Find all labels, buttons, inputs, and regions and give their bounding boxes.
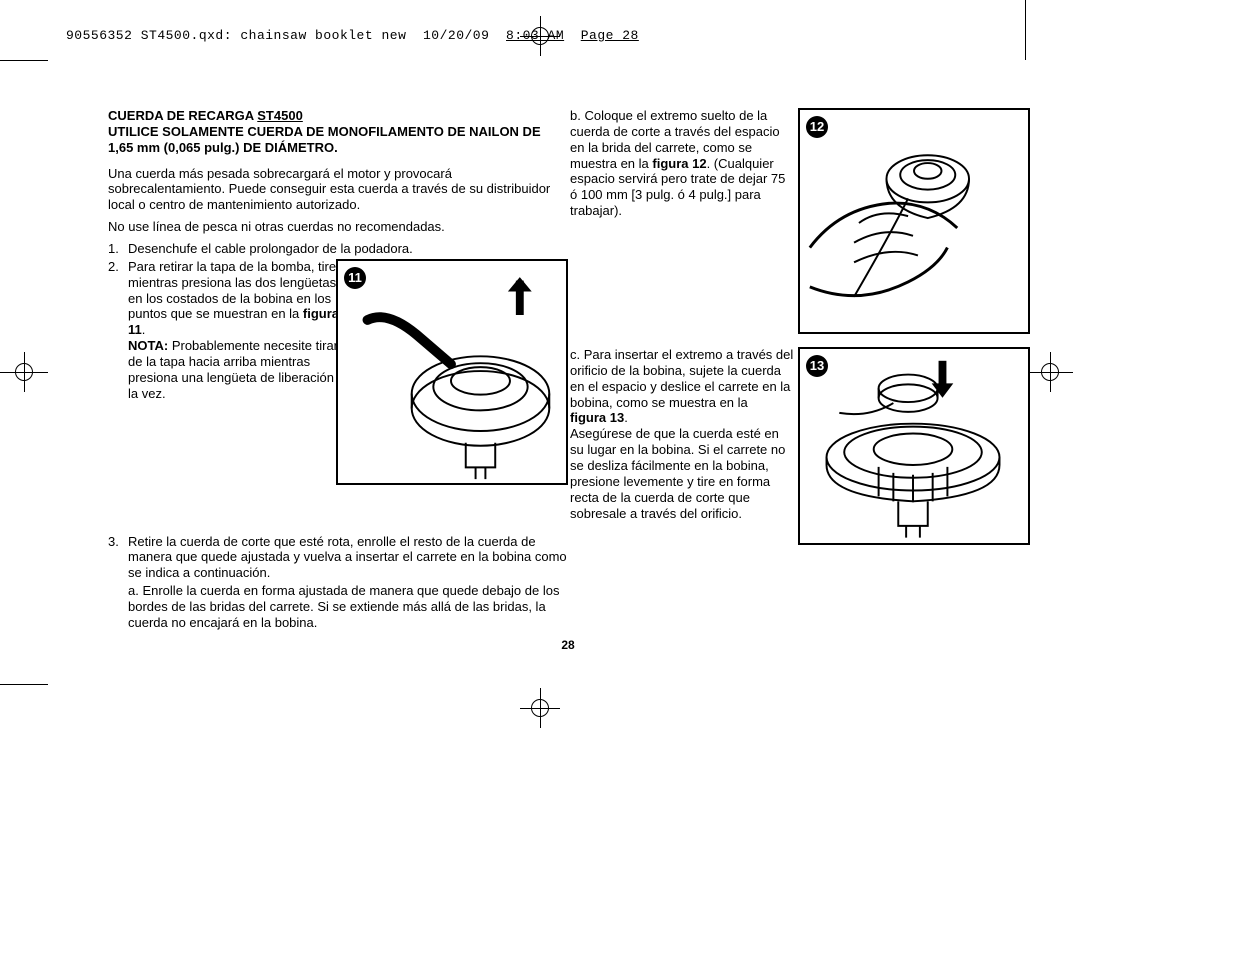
crop-mark — [0, 684, 48, 685]
list-body: Desenchufe el cable prolongador de la po… — [128, 241, 568, 257]
figure-ref: figura 12 — [652, 156, 706, 171]
step2-text: Para retirar la tapa de la bomba, tire m… — [128, 259, 348, 402]
figure-12-illustration — [800, 110, 1028, 332]
block-c: c. Para insertar el extremo a través del… — [570, 347, 1030, 521]
list-number: 2. — [108, 259, 128, 402]
page-number: 28 — [561, 638, 574, 653]
heading-line2: UTILICE SOLAMENTE CUERDA DE MONOFILAMENT… — [108, 124, 541, 155]
list-item: 2. Para retirar la tapa de la bomba, tir… — [108, 259, 568, 402]
figure-label: 13 — [806, 355, 828, 377]
step3a-text: a. Enrolle la cuerda en forma ajustada d… — [128, 583, 568, 631]
c-text-a: c. Para insertar el extremo a través del… — [570, 347, 793, 410]
crop-mark — [0, 60, 48, 61]
registration-mark-icon — [520, 688, 560, 728]
figure-11-illustration — [338, 261, 566, 483]
registration-mark-icon — [520, 16, 560, 56]
list-number: 3. — [108, 534, 128, 631]
c-text-b: . — [624, 410, 628, 425]
warning-para: No use línea de pesca ni otras cuerdas n… — [108, 219, 568, 235]
step3-text: Retire la cuerda de corte que esté rota,… — [128, 534, 567, 581]
left-column: CUERDA DE RECARGA ST4500 UTILICE SOLAMEN… — [108, 108, 568, 631]
figure-13-illustration — [800, 349, 1028, 544]
figure-12: 12 — [798, 108, 1030, 334]
section-heading: CUERDA DE RECARGA ST4500 UTILICE SOLAMEN… — [108, 108, 568, 156]
file-desc: chainsaw booklet new — [240, 28, 406, 43]
list-body: Para retirar la tapa de la bomba, tire m… — [128, 259, 568, 402]
list-number: 1. — [108, 241, 128, 257]
crop-mark — [1025, 0, 1026, 60]
file-page: Page 28 — [581, 28, 639, 43]
block-b: b. Coloque el extremo suelto de la cuerd… — [570, 108, 1030, 219]
list-body: Retire la cuerda de corte que esté rota,… — [128, 534, 568, 631]
figure-13: 13 — [798, 347, 1030, 545]
numbered-list: 1. Desenchufe el cable prolongador de la… — [108, 241, 568, 631]
heading-model: ST4500 — [257, 108, 303, 123]
c-text-c: Asegúrese de que la cuerda esté en su lu… — [570, 426, 785, 520]
nota-label: NOTA: — [128, 338, 168, 353]
figure-11: 11 — [336, 259, 568, 485]
list-item: 1. Desenchufe el cable prolongador de la… — [108, 241, 568, 257]
step2-part-b: . — [142, 322, 146, 337]
intro-para: Una cuerda más pesada sobrecargará el mo… — [108, 166, 568, 214]
figure-ref: figura 13 — [570, 410, 624, 425]
registration-mark-icon — [1030, 352, 1070, 392]
figure-label: 12 — [806, 116, 828, 138]
file-date: 10/20/09 — [423, 28, 489, 43]
file-id: 90556352 ST4500.qxd: — [66, 28, 232, 43]
right-column: b. Coloque el extremo suelto de la cuerd… — [570, 108, 1030, 521]
block-b-text: b. Coloque el extremo suelto de la cuerd… — [570, 108, 796, 219]
registration-mark-icon — [4, 352, 44, 392]
figure-label: 11 — [344, 267, 366, 289]
list-item: 3. Retire la cuerda de corte que esté ro… — [108, 534, 568, 631]
heading-text: CUERDA DE RECARGA — [108, 108, 257, 123]
block-c-text: c. Para insertar el extremo a través del… — [570, 347, 796, 521]
